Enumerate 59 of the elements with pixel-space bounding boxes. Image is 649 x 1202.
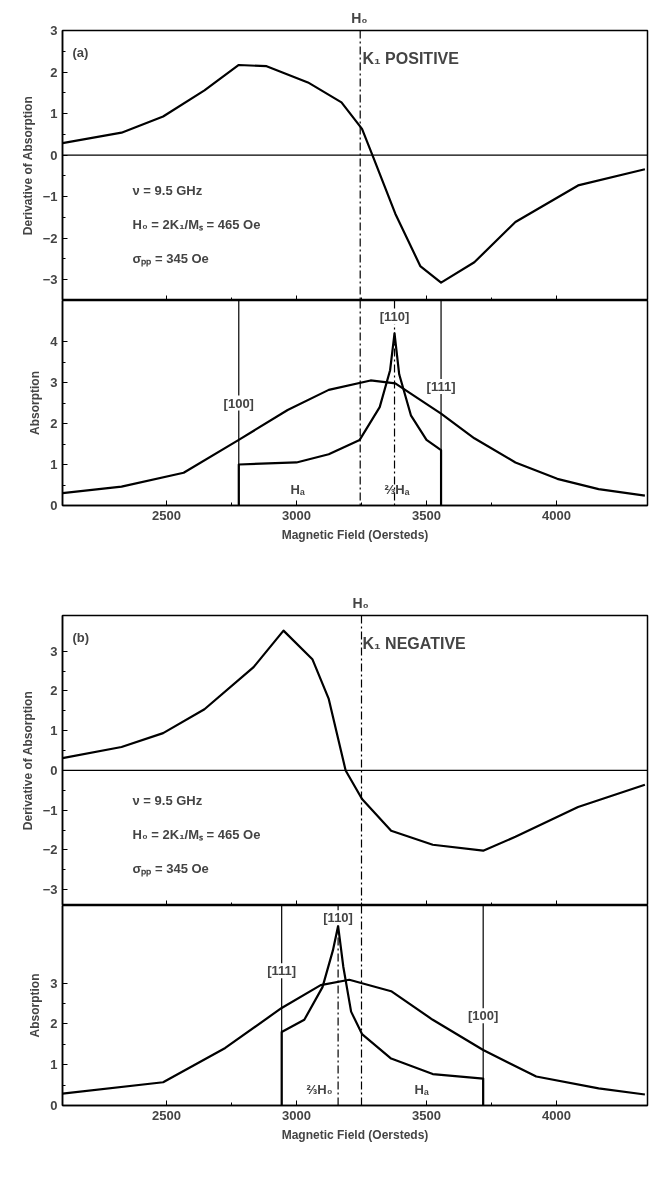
y-tick-label: 4 <box>50 334 59 349</box>
y-tick-label: 0 <box>50 1098 58 1113</box>
y-tick-label: 2 <box>50 683 58 699</box>
y-tick-label: 2 <box>50 416 58 431</box>
y-tick-label: −1 <box>42 189 58 205</box>
annotation: (b) <box>72 630 90 645</box>
y-tick-label: −2 <box>42 230 58 246</box>
annotation: [110] <box>379 309 410 325</box>
annotation: [100] <box>468 1008 499 1024</box>
y-axis-title: Derivative of Absorption <box>20 691 35 831</box>
ref-line-label: H₀ <box>352 594 369 611</box>
y-tick-label: −1 <box>42 802 58 818</box>
annotation: H₀ = 2K₁/Mₛ = 465 Oe <box>132 827 261 842</box>
x-tick-label: 3500 <box>412 1107 441 1123</box>
annotation: ν = 9.5 GHz <box>132 793 203 808</box>
y-tick-label: 1 <box>50 1057 58 1073</box>
y-tick-label: −3 <box>42 272 58 288</box>
y-tick-label: 3 <box>50 375 58 390</box>
y-tick-label: 2 <box>50 64 58 80</box>
x-tick-label: 4000 <box>542 1107 571 1123</box>
y-axis-title: Absorption <box>28 973 43 1038</box>
annotation: (a) <box>72 45 89 60</box>
x-axis-title: Magnetic Field (Oersteds) <box>281 1127 429 1142</box>
annotation: K₁ NEGATIVE <box>362 635 467 652</box>
y-tick-label: 1 <box>50 723 58 739</box>
annotation: σₚₚ = 345 Oe <box>132 251 209 267</box>
y-tick-label: 3 <box>50 23 58 38</box>
x-axis-title: Magnetic Field (Oersteds) <box>281 527 429 542</box>
y-axis-title: Derivative of Absorption <box>20 96 35 236</box>
y-axis-title: Absorption <box>28 371 43 435</box>
annotation: ⅔H₀ <box>306 1082 333 1097</box>
annotation: K₁ POSITIVE <box>362 50 460 67</box>
y-tick-label: −2 <box>42 842 58 858</box>
ref-line-label: H₀ <box>351 9 368 26</box>
y-tick-label: 2 <box>50 1016 58 1032</box>
annotation: ⅔Hₐ <box>384 482 410 497</box>
annotation: [111] <box>426 379 456 395</box>
y-tick-label: 3 <box>50 643 58 659</box>
annotation: H₀ = 2K₁/Mₛ = 465 Oe <box>132 217 261 232</box>
x-tick-label: 4000 <box>542 507 571 523</box>
y-tick-label: 0 <box>50 762 58 778</box>
annotation: [111] <box>267 963 297 979</box>
annotation: σₚₚ = 345 Oe <box>132 861 209 877</box>
annotation: Hₐ <box>414 1082 429 1097</box>
y-tick-label: 3 <box>50 975 58 991</box>
x-tick-label: 2500 <box>152 507 181 523</box>
y-tick-label: 1 <box>50 457 58 472</box>
y-tick-label: 0 <box>50 498 58 513</box>
x-tick-label: 3500 <box>412 507 441 523</box>
y-tick-label: −3 <box>42 882 58 898</box>
x-tick-label: 2500 <box>152 1107 181 1123</box>
x-tick-label: 3000 <box>282 507 311 523</box>
y-tick-label: 0 <box>50 147 58 163</box>
x-tick-label: 3000 <box>282 1107 311 1123</box>
annotation: Hₐ <box>290 482 305 497</box>
y-tick-label: 1 <box>50 106 58 122</box>
annotation: ν = 9.5 GHz <box>132 183 203 198</box>
annotation: [110] <box>323 910 353 926</box>
annotation: [100] <box>223 395 254 411</box>
